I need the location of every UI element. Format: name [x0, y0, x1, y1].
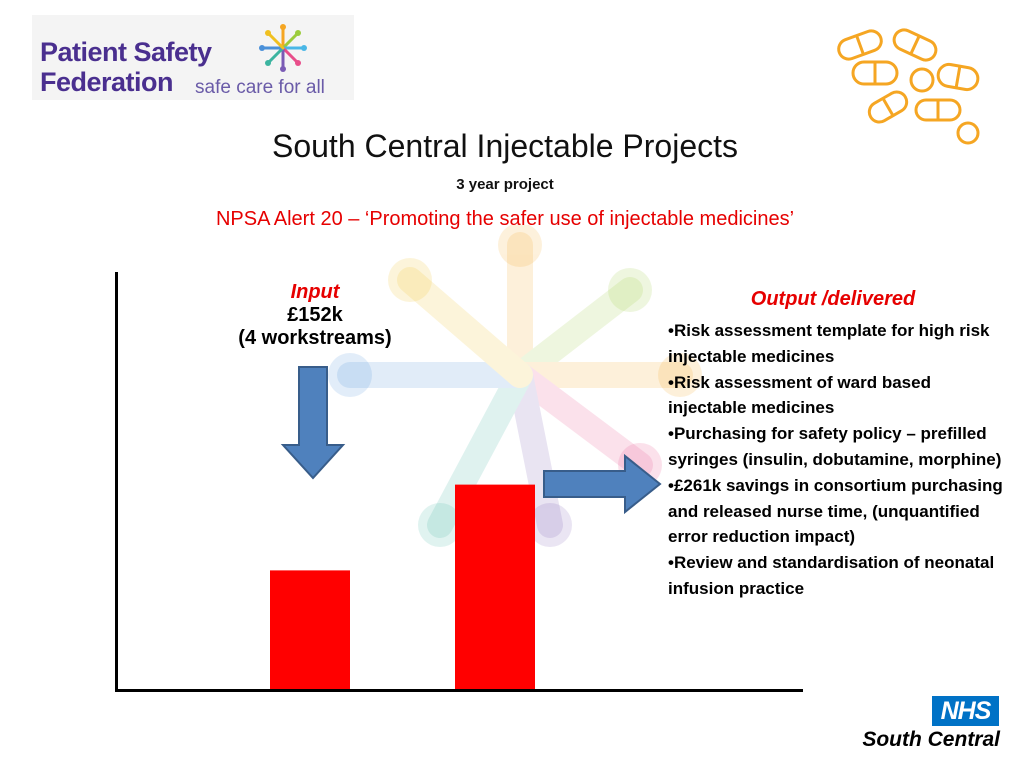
- x-axis-line: [115, 689, 803, 692]
- input-workstreams: (4 workstreams): [238, 327, 392, 349]
- logo-tagline: safe care for all: [195, 77, 325, 98]
- right-arrow-icon: [543, 453, 662, 515]
- npsa-alert-text: NPSA Alert 20 – ‘Promoting the safer use…: [215, 208, 795, 230]
- starburst-icon: [259, 24, 307, 72]
- pills-icon: [837, 28, 980, 145]
- down-arrow-icon: [280, 366, 346, 480]
- patient-safety-federation-logo: Patient Safety Federation safe care for …: [32, 15, 354, 100]
- input-title: Input: [290, 281, 340, 303]
- page-subtitle: 3 year project: [456, 176, 554, 193]
- output-item: •Risk assessment of ward based injectabl…: [668, 372, 931, 418]
- y-axis-line: [115, 272, 118, 692]
- output-item: •£261k savings in consortium purchasing …: [668, 475, 1003, 547]
- nhs-logo: NHS: [932, 696, 999, 726]
- nhs-region-label: South Central: [862, 728, 1000, 751]
- background-starburst-icon: [328, 225, 702, 547]
- input-label-block: Input £152k (4 workstreams): [190, 281, 440, 350]
- output-item: •Review and standardisation of neonatal …: [668, 553, 995, 598]
- input-amount: £152k: [287, 304, 343, 326]
- logo-line-2: Federation: [40, 67, 174, 97]
- bar-input: [270, 570, 350, 690]
- page-title: South Central Injectable Projects: [271, 128, 739, 164]
- output-item: •Purchasing for safety policy – prefille…: [668, 424, 1002, 469]
- bar-output: [455, 484, 535, 690]
- logo-line-1: Patient Safety: [40, 37, 212, 67]
- output-item: •Risk assessment template for high risk …: [668, 321, 990, 366]
- output-list: •Risk assessment template for high risk …: [668, 318, 1008, 602]
- output-title: Output /delivered: [750, 288, 916, 310]
